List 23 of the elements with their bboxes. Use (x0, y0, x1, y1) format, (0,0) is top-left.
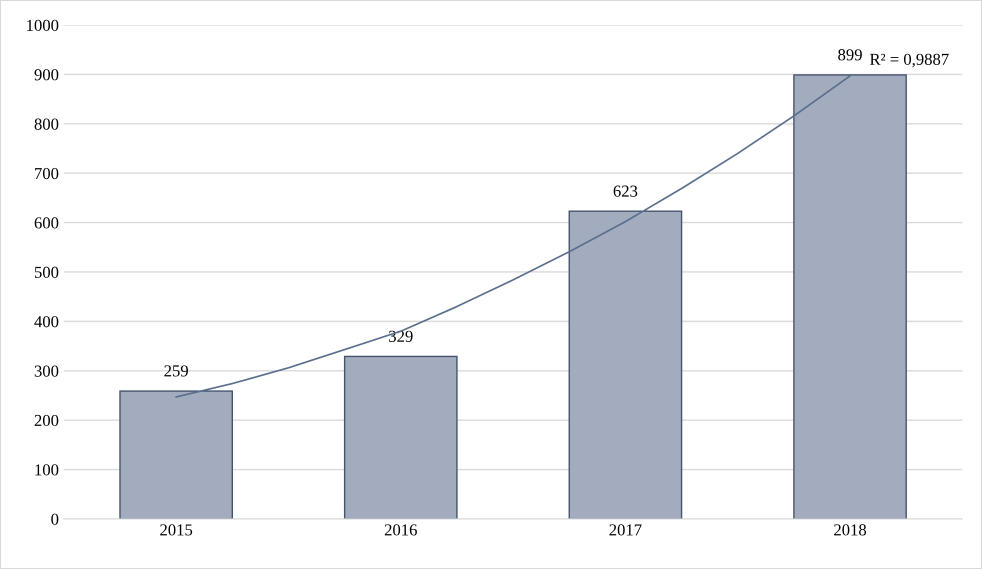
bar (793, 74, 907, 519)
y-tick-label: 1000 (27, 20, 58, 31)
data-label: 623 (614, 186, 638, 197)
y-tick-label: 100 (35, 464, 58, 476)
x-tick-label: 2016 (384, 524, 417, 536)
y-tick-label: 800 (34, 118, 58, 130)
y-tick-label: 900 (34, 69, 58, 80)
x-tick-label: 2017 (609, 524, 642, 536)
bar (568, 210, 682, 519)
y-tick-label: 400 (34, 316, 58, 328)
y-tick-label: 300 (34, 365, 58, 377)
y-tick-label: 600 (34, 217, 58, 229)
y-tick-label: 500 (34, 266, 58, 278)
bar (344, 356, 458, 519)
data-label: 899 (838, 49, 862, 60)
y-tick-label: 0 (51, 514, 58, 525)
bar (119, 390, 233, 519)
x-tick-label: 2018 (834, 524, 866, 536)
data-label: 259 (164, 365, 188, 377)
y-tick-label: 700 (35, 168, 58, 180)
annotation: R² = 0,9887 (870, 54, 949, 68)
x-tick-label: 2015 (160, 524, 192, 536)
y-tick-label: 200 (34, 414, 58, 426)
